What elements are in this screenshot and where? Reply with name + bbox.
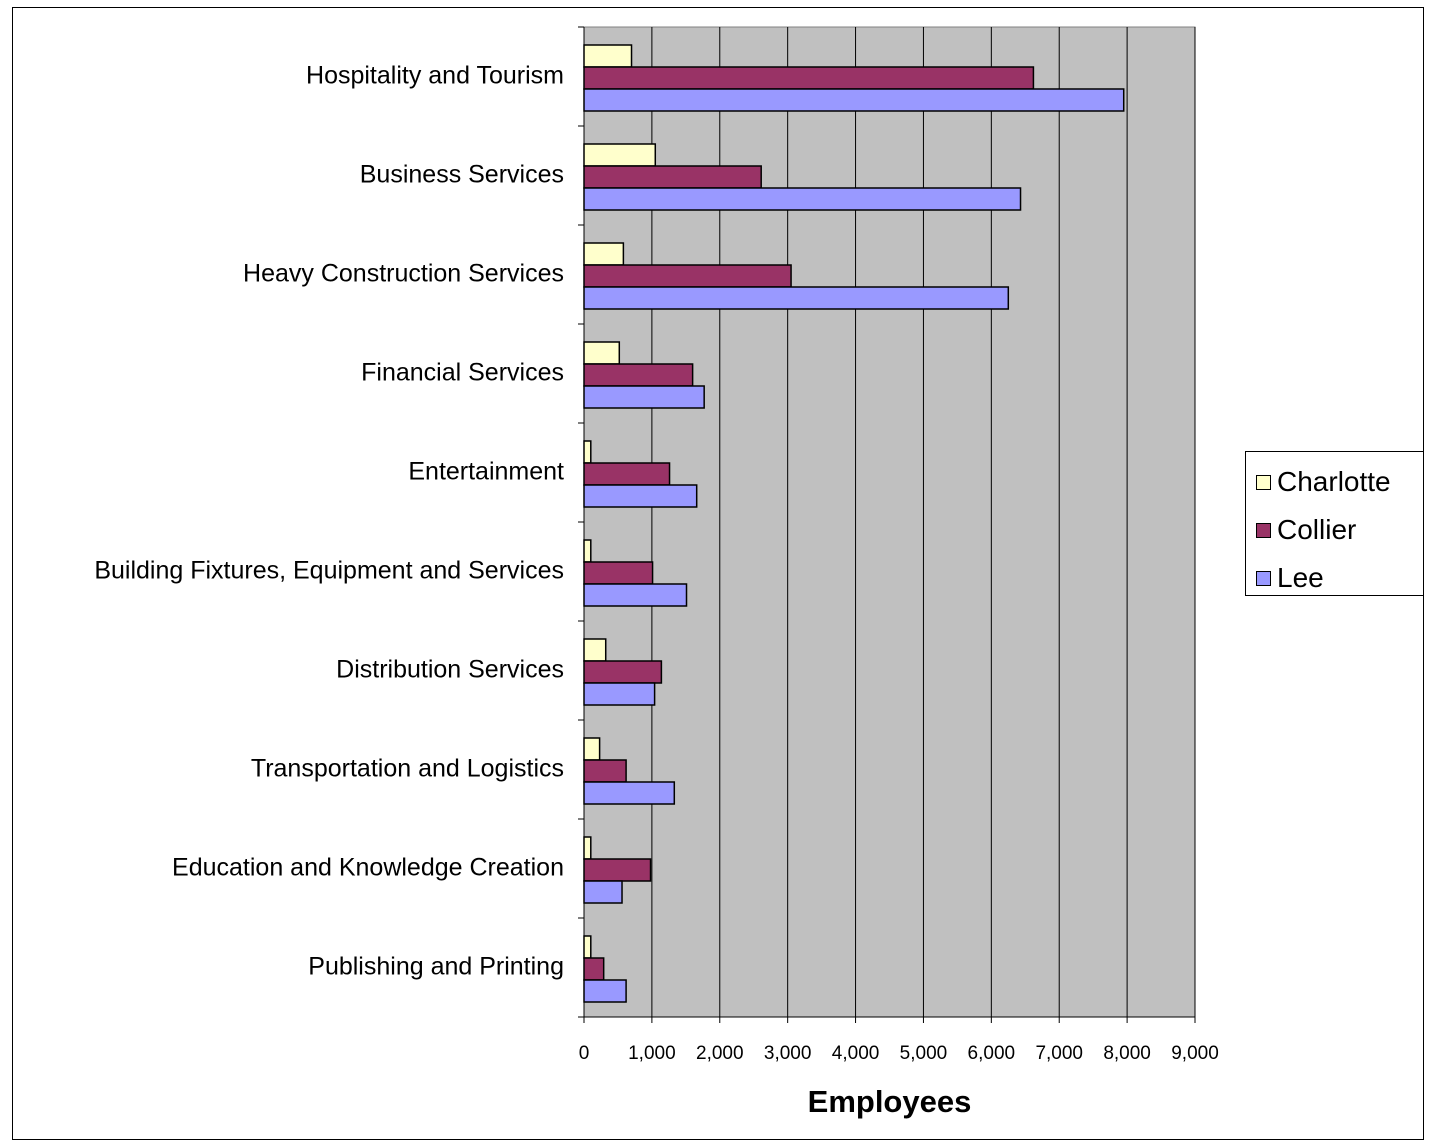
legend-label-collier: Collier — [1277, 514, 1357, 545]
bar-collier — [583, 165, 762, 189]
bar-collier — [583, 660, 663, 684]
bar-collier — [583, 858, 652, 882]
bar-lee — [583, 88, 1125, 112]
bar-lee — [583, 484, 698, 508]
category-label: Heavy Construction Services — [243, 260, 564, 288]
bar-lee — [583, 187, 1022, 211]
category-label: Hospitality and Tourism — [306, 62, 564, 90]
category-label: Entertainment — [408, 458, 564, 486]
x-tick-label: 5,000 — [900, 1043, 948, 1064]
bar-lee — [583, 781, 676, 805]
bar-lee — [583, 682, 656, 706]
legend-label-charlotte: Charlotte — [1277, 466, 1391, 497]
x-tick-label: 2,000 — [696, 1043, 744, 1064]
x-tick-label: 0 — [579, 1043, 590, 1064]
category-label: Business Services — [360, 161, 564, 189]
legend-item-lee: Lee — [1246, 554, 1423, 602]
bar-collier — [583, 561, 654, 585]
bar-charlotte — [583, 440, 592, 464]
x-axis-title: Employees — [808, 1084, 972, 1119]
bar-charlotte — [583, 638, 607, 662]
category-label: Publishing and Printing — [308, 953, 564, 981]
bar-charlotte — [583, 341, 621, 365]
x-tick-label: 7,000 — [1035, 1043, 1083, 1064]
bar-charlotte — [583, 935, 592, 959]
category-label: Transportation and Logistics — [251, 755, 564, 783]
legend-swatch-charlotte — [1256, 474, 1271, 490]
x-tick-label: 9,000 — [1171, 1043, 1219, 1064]
legend-swatch-lee — [1256, 570, 1271, 586]
legend-item-collier: Collier — [1246, 506, 1423, 554]
legend-swatch-collier — [1256, 522, 1271, 538]
category-label: Education and Knowledge Creation — [172, 854, 564, 882]
bar-lee — [583, 979, 627, 1003]
legend: Charlotte Collier Lee — [1245, 451, 1424, 596]
category-label: Distribution Services — [336, 656, 564, 684]
category-label: Building Fixtures, Equipment and Service… — [94, 557, 564, 585]
x-tick-label: 1,000 — [628, 1043, 676, 1064]
bar-collier — [583, 363, 694, 387]
bar-charlotte — [583, 143, 657, 167]
bar-collier — [583, 264, 792, 288]
bar-charlotte — [583, 44, 633, 68]
bar-charlotte — [583, 737, 601, 761]
bar-collier — [583, 957, 605, 981]
legend-label-lee: Lee — [1277, 562, 1324, 593]
legend-item-charlotte: Charlotte — [1246, 458, 1423, 506]
bar-charlotte — [583, 242, 625, 266]
bar-collier — [583, 759, 627, 783]
x-tick-label: 4,000 — [832, 1043, 880, 1064]
bar-lee — [583, 880, 623, 904]
x-tick-label: 8,000 — [1103, 1043, 1151, 1064]
bar-lee — [583, 385, 705, 409]
x-tick-label: 6,000 — [968, 1043, 1016, 1064]
bar-lee — [583, 583, 688, 607]
bar-collier — [583, 462, 671, 486]
bar-collier — [583, 66, 1035, 90]
x-tick-label: 3,000 — [764, 1043, 812, 1064]
bar-lee — [583, 286, 1010, 310]
category-label: Financial Services — [361, 359, 564, 387]
bar-charlotte — [583, 836, 592, 860]
bar-charlotte — [583, 539, 592, 563]
